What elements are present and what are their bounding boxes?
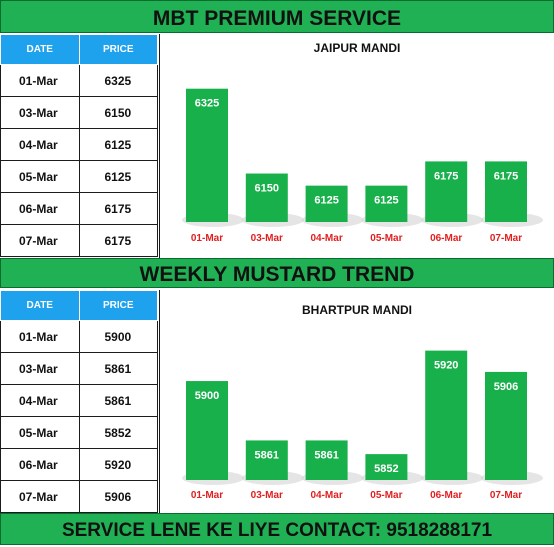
date-cell: 03-Mar [0, 96, 80, 129]
date-cell: 07-Mar [0, 224, 80, 257]
category-label: 05-Mar [370, 233, 402, 244]
data-label: 5920 [434, 360, 458, 372]
data-label: 5906 [494, 381, 518, 393]
bar-01-Mar [186, 381, 228, 480]
data-label: 6175 [494, 170, 518, 182]
date-cell: 01-Mar [0, 64, 80, 97]
price-cell: 6175 [78, 192, 158, 225]
price-cell: 5900 [78, 320, 158, 353]
bar-05-Mar [365, 454, 408, 480]
date-column-header: DATE [0, 290, 80, 321]
date-cell: 03-Mar [0, 352, 80, 385]
table-row: 03-Mar 5861 [0, 352, 158, 385]
bar-04-Mar [305, 440, 348, 480]
price-cell: 6325 [78, 64, 158, 97]
category-label: 04-Mar [310, 490, 342, 501]
category-label: 06-Mar [430, 490, 462, 501]
table-row: 07-Mar 6175 [0, 224, 158, 257]
bar-04-Mar [305, 185, 348, 222]
top-banner-title: MBT PREMIUM SERVICE [152, 7, 402, 30]
data-label: 5852 [374, 463, 398, 475]
table-row: 06-Mar 6175 [0, 192, 158, 225]
price-cell: 5920 [78, 448, 158, 481]
data-label: 6175 [434, 170, 458, 182]
bar-07-Mar [485, 371, 527, 480]
table-row: 04-Mar 5861 [0, 384, 158, 417]
bar-07-Mar [485, 161, 527, 222]
table-row: 07-Mar 5906 [0, 480, 158, 513]
category-label: 05-Mar [370, 490, 402, 501]
price-cell: 6125 [78, 160, 158, 193]
jaipur-price-table: DATE PRICE 01-Mar 6325 03-Mar 6150 04-Mar 6… [0, 34, 158, 257]
price-cell: 5861 [78, 352, 158, 385]
jaipur-chart: JAIPUR MANDI 6325 01-Mar 6150 03-Mar 6125 04-M… [159, 34, 554, 258]
date-cell: 07-Mar [0, 480, 80, 513]
date-cell: 05-Mar [0, 160, 80, 193]
middle-banner: WEEKLY MUSTARD TREND [0, 258, 554, 288]
bar-03-Mar [245, 173, 288, 222]
table-row: 04-Mar 6125 [0, 128, 158, 161]
price-cell: 5906 [78, 480, 158, 513]
table-row: 01-Mar 5900 [0, 320, 158, 353]
bhartpur-price-table: DATE PRICE 01-Mar 5900 03-Mar 5861 04-Mar 5… [0, 290, 158, 513]
category-label: 03-Mar [251, 490, 283, 501]
data-label: 6325 [195, 98, 219, 110]
bar-03-Mar [245, 440, 288, 480]
bar-05-Mar [365, 185, 408, 222]
chart-title: JAIPUR MANDI [314, 41, 401, 55]
category-label: 07-Mar [490, 490, 522, 501]
date-column-header: DATE [0, 34, 80, 65]
category-label: 01-Mar [191, 490, 223, 501]
price-cell: 5852 [78, 416, 158, 449]
table-row: 05-Mar 6125 [0, 160, 158, 193]
price-cell: 6175 [78, 224, 158, 257]
data-label: 5900 [195, 390, 219, 402]
bhartpur-chart: BHARTPUR MANDI 5900 01-Mar 5861 03-Mar 5861 04… [159, 290, 554, 513]
data-label: 6125 [374, 195, 398, 207]
category-label: 01-Mar [191, 233, 223, 244]
data-label: 6150 [255, 183, 279, 195]
data-label: 6125 [314, 195, 338, 207]
price-column-header: PRICE [78, 290, 158, 321]
table-row: 01-Mar 6325 [0, 64, 158, 97]
category-label: 03-Mar [251, 233, 283, 244]
table-header-row: DATE PRICE [0, 34, 158, 65]
table-row: 03-Mar 6150 [0, 96, 158, 129]
data-label: 5861 [255, 449, 279, 461]
table-header-row: DATE PRICE [0, 290, 158, 321]
middle-banner-title: WEEKLY MUSTARD TREND [139, 263, 415, 286]
top-banner: MBT PREMIUM SERVICE [0, 0, 554, 33]
bar-06-Mar [425, 350, 468, 480]
category-label: 07-Mar [490, 233, 522, 244]
data-label: 5861 [314, 449, 338, 461]
bar-06-Mar [425, 161, 468, 222]
date-cell: 06-Mar [0, 192, 80, 225]
table-row: 06-Mar 5920 [0, 448, 158, 481]
price-cell: 5861 [78, 384, 158, 417]
bhartpur-chart-svg: BHARTPUR MANDI 5900 01-Mar 5861 03-Mar 5861 04… [182, 303, 543, 501]
price-cell: 6150 [78, 96, 158, 129]
jaipur-chart-svg: JAIPUR MANDI 6325 01-Mar 6150 03-Mar 6125 04-M… [182, 41, 543, 244]
table-row: 05-Mar 5852 [0, 416, 158, 449]
price-cell: 6125 [78, 128, 158, 161]
date-cell: 04-Mar [0, 128, 80, 161]
date-cell: 01-Mar [0, 320, 80, 353]
contact-text: SERVICE LENE KE LIYE CONTACT: 9518288171 [61, 520, 493, 541]
category-label: 06-Mar [430, 233, 462, 244]
date-cell: 06-Mar [0, 448, 80, 481]
date-cell: 04-Mar [0, 384, 80, 417]
price-column-header: PRICE [78, 34, 158, 65]
category-label: 04-Mar [310, 233, 342, 244]
bar-01-Mar [186, 88, 228, 222]
date-cell: 05-Mar [0, 416, 80, 449]
contact-banner: SERVICE LENE KE LIYE CONTACT: 9518288171 [0, 513, 554, 545]
chart-title: BHARTPUR MANDI [302, 303, 412, 317]
